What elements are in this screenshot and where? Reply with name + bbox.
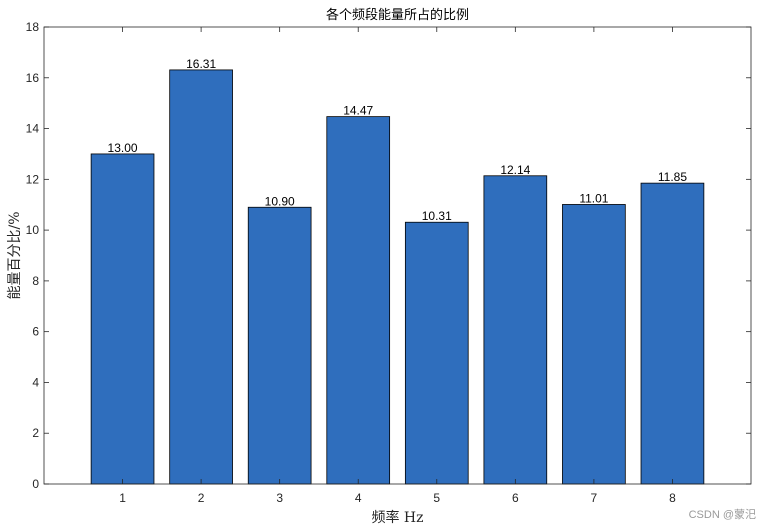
bar-value-label-8: 11.85 xyxy=(658,170,687,184)
bar-3 xyxy=(247,206,312,485)
x-tick-label: 5 xyxy=(433,491,440,505)
bar-value-label-2: 16.31 xyxy=(186,57,216,71)
plot-area xyxy=(44,27,751,484)
bar-value-label-3: 10.90 xyxy=(265,194,295,208)
y-tick-label: 10 xyxy=(26,223,40,237)
bar-value-label-4: 14.47 xyxy=(343,104,373,118)
x-tick-label: 3 xyxy=(276,491,283,505)
y-axis-label: 能量百分比/% xyxy=(7,211,23,299)
y-tick-label: 12 xyxy=(26,172,40,186)
x-tick-label: 1 xyxy=(119,491,126,505)
y-tick-label: 18 xyxy=(26,20,40,34)
bar-1 xyxy=(90,153,155,485)
chart-title: 各个频段能量所占的比例 xyxy=(326,7,469,23)
bar-7 xyxy=(562,204,626,485)
y-tick-label: 4 xyxy=(32,375,39,389)
bar-6 xyxy=(483,175,548,485)
y-tick-label: 8 xyxy=(32,274,39,288)
y-tick-label: 2 xyxy=(32,426,39,440)
y-tick-label: 16 xyxy=(26,71,40,85)
x-tick-label: 4 xyxy=(355,491,362,505)
y-tick-label: 14 xyxy=(26,122,40,136)
x-tick-label: 2 xyxy=(198,491,205,505)
y-ticks-group: 0 2 4 6 8 10 12 14 16 18 xyxy=(26,20,751,491)
x-axis-label: 频率 Hz xyxy=(371,509,423,526)
plot-frame xyxy=(43,26,752,485)
x-tick-label: 7 xyxy=(591,491,598,505)
y-tick-label: 0 xyxy=(32,477,39,491)
bar-value-label-7: 11.01 xyxy=(579,191,608,205)
bar-labels-group: 13.00 16.31 10.90 14.47 10.31 12.14 11.01 11.85 xyxy=(108,57,688,223)
bar-value-label-5: 10.31 xyxy=(422,209,452,223)
bar-2 xyxy=(169,69,233,485)
bars-group xyxy=(90,69,705,485)
x-tick-label: 8 xyxy=(669,491,676,505)
bar-value-label-6: 12.14 xyxy=(500,163,530,177)
bar-value-label-1: 13.00 xyxy=(108,141,138,155)
x-ticks-group: 1 2 3 4 5 6 7 8 xyxy=(119,27,676,505)
bar-8 xyxy=(640,182,705,485)
y-tick-label: 6 xyxy=(32,325,39,339)
bar-4 xyxy=(326,116,391,485)
watermark: CSDN @蒙汜 xyxy=(689,508,756,521)
x-tick-label: 6 xyxy=(512,491,519,505)
bar-5 xyxy=(404,221,469,485)
